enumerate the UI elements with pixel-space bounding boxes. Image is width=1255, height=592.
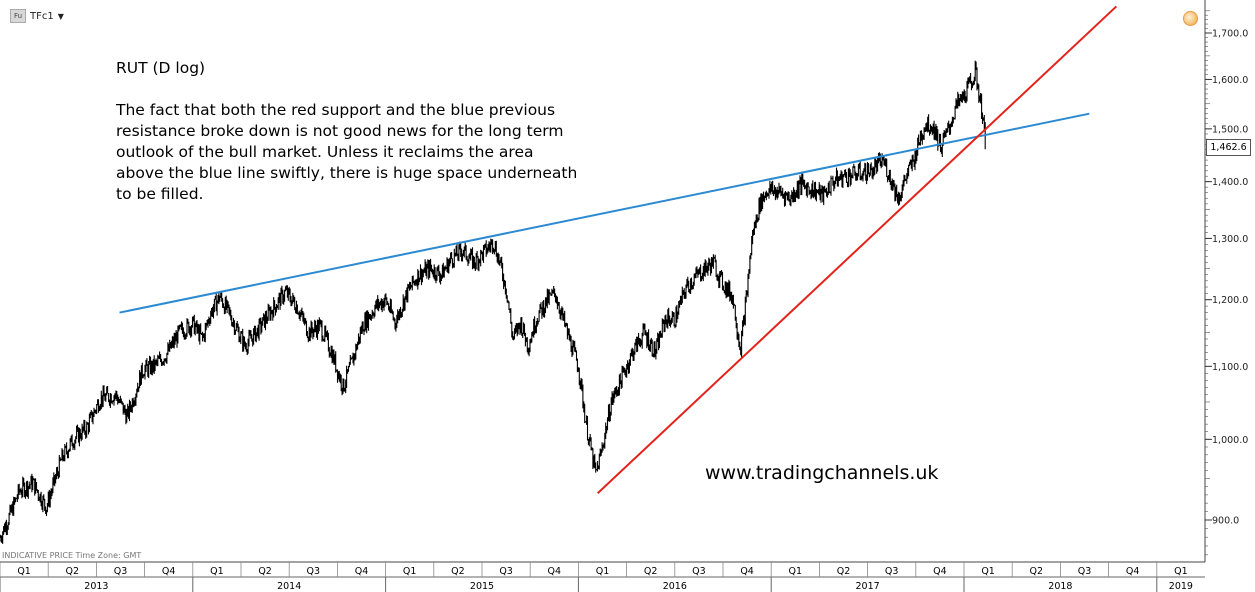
y-tick-label: 1,100.0 — [1212, 362, 1248, 373]
symbol-selector[interactable]: Fu TFc1 ▼ — [10, 9, 64, 23]
x-quarter-label: Q1 — [596, 566, 610, 577]
y-tick-label: 1,500.0 — [1212, 124, 1248, 135]
x-quarter-label: Q1 — [789, 566, 803, 577]
refresh-icon[interactable] — [1183, 11, 1198, 26]
plot-area — [0, 0, 1205, 562]
y-axis: 900.0 1,000.0 1,100.0 1,200.0 1,300.0 1,400.0… — [1204, 0, 1248, 562]
x-quarter-label: Q3 — [692, 566, 706, 577]
annotation-body: The fact that both the red support and t… — [116, 101, 578, 203]
y-tick-label: 1,300.0 — [1212, 234, 1248, 245]
x-quarter-label: Q3 — [114, 566, 128, 577]
x-quarter-label: Q1 — [403, 566, 417, 577]
x-year-label: 2014 — [277, 581, 301, 592]
x-quarter-label: Q3 — [1078, 566, 1092, 577]
support-trendline — [596, 5, 1117, 494]
x-quarter-label: Q2 — [1030, 566, 1044, 577]
x-quarter-label: Q2 — [644, 566, 658, 577]
y-tick-label: 1,700.0 — [1212, 29, 1248, 40]
x-quarter-label: Q4 — [355, 566, 369, 577]
x-quarter-label: Q3 — [885, 566, 899, 577]
y-tick-label: 1,600.0 — [1212, 75, 1248, 86]
x-quarter-label: Q3 — [499, 566, 513, 577]
x-quarter-label: Q3 — [307, 566, 321, 577]
futures-icon: Fu — [10, 9, 26, 23]
y-tick-label: 900.0 — [1212, 516, 1239, 527]
x-quarter-label: Q4 — [740, 566, 754, 577]
x-quarter-label: Q1 — [981, 566, 995, 577]
x-year-label: 2018 — [1048, 581, 1072, 592]
y-tick-label: 1,000.0 — [1212, 435, 1248, 446]
annotation-title: RUT (D log) — [116, 59, 206, 77]
x-quarter-label: Q4 — [162, 566, 176, 577]
x-year-label: 2015 — [470, 581, 494, 592]
x-quarter-label: Q2 — [66, 566, 80, 577]
x-quarter-label: Q4 — [548, 566, 562, 577]
x-year-label: 2017 — [856, 581, 880, 592]
price-bars — [0, 60, 986, 544]
x-quarter-label: Q4 — [933, 566, 947, 577]
x-year-label: 2019 — [1169, 581, 1193, 592]
x-year-label: 2013 — [84, 581, 108, 592]
y-tick-label: 1,200.0 — [1212, 295, 1248, 306]
x-quarter-label: Q1 — [17, 566, 31, 577]
x-quarter-label: Q1 — [1174, 566, 1188, 577]
footer-note: INDICATIVE PRICE Time Zone: GMT — [2, 551, 142, 560]
chart-annotation: RUT (D log) The fact that both the red s… — [116, 37, 636, 205]
x-quarter-label: Q2 — [451, 566, 465, 577]
x-quarter-label: Q4 — [1126, 566, 1140, 577]
y-tick-label: 1,400.0 — [1212, 177, 1248, 188]
x-axis: Q1 Q2 Q3 Q4 Q1 Q2 Q3 Q4 Q1 Q2 Q3 Q4 Q1 Q2 Q3 Q4 Q1 Q2 Q3 Q4… — [0, 561, 1205, 592]
current-price-tag: 1,462.6 — [1206, 139, 1251, 156]
trendlines — [119, 5, 1117, 494]
symbol-label: TFc1 — [30, 10, 54, 22]
price-series — [0, 60, 986, 544]
x-year-label: 2016 — [663, 581, 687, 592]
x-quarter-label: Q2 — [837, 566, 851, 577]
watermark-text: www.tradingchannels.uk — [705, 462, 939, 484]
x-quarter-label: Q1 — [210, 566, 224, 577]
resistance-trendline — [119, 112, 1090, 314]
x-quarter-label: Q2 — [258, 566, 272, 577]
triangle-down-icon[interactable]: ▼ — [57, 11, 64, 21]
